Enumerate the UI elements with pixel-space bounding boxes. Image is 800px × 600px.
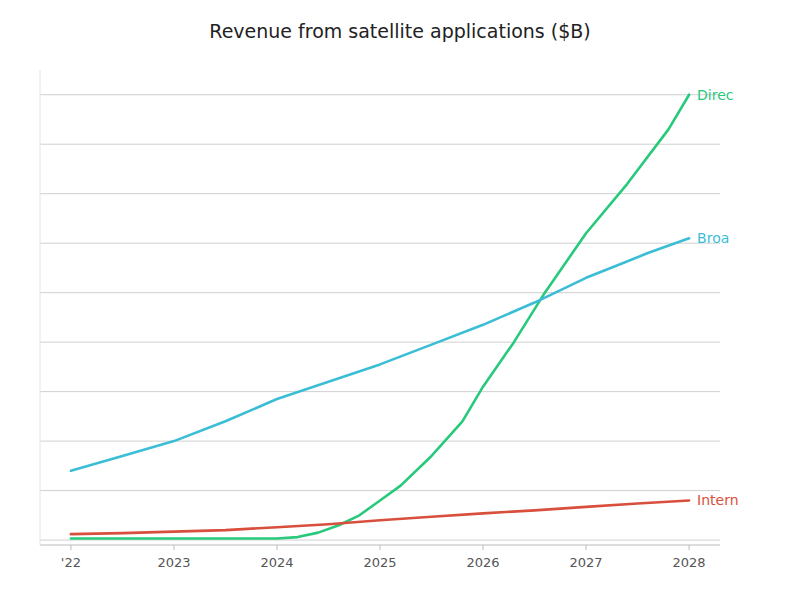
- series-label: Direc: [697, 87, 733, 103]
- grid-line: [40, 292, 720, 293]
- series-line: [71, 95, 689, 539]
- series-line: [71, 500, 689, 534]
- title: Revenue from satellite applications ($B): [209, 20, 590, 42]
- y-axis-line: [40, 70, 41, 545]
- tick-label: '22: [61, 555, 81, 570]
- grid-line: [40, 490, 720, 491]
- series-label: Broa: [697, 230, 729, 246]
- grid-line: [40, 243, 720, 244]
- series-label: Intern: [697, 492, 739, 508]
- plot-area: [71, 95, 689, 539]
- tick-label: 2023: [157, 555, 190, 570]
- tick-label: 2024: [260, 555, 293, 570]
- grid-line: [40, 342, 720, 343]
- tick-mark: [173, 545, 174, 550]
- tick-label: 2027: [570, 555, 603, 570]
- tick-mark: [586, 545, 587, 550]
- tick-mark: [380, 545, 381, 550]
- tick-mark: [70, 545, 71, 550]
- tick-mark: [483, 545, 484, 550]
- grid-line: [40, 144, 720, 145]
- grid-line: [40, 441, 720, 442]
- grid-line: [40, 94, 720, 95]
- tick-mark: [689, 545, 690, 550]
- tick-mark: [276, 545, 277, 550]
- tick-label: 2028: [673, 555, 706, 570]
- tick-label: 2025: [363, 555, 396, 570]
- series-line: [71, 238, 689, 471]
- chart: Revenue from satellite applications ($B)…: [0, 0, 800, 600]
- grid-line: [40, 391, 720, 392]
- tick-label: 2026: [466, 555, 499, 570]
